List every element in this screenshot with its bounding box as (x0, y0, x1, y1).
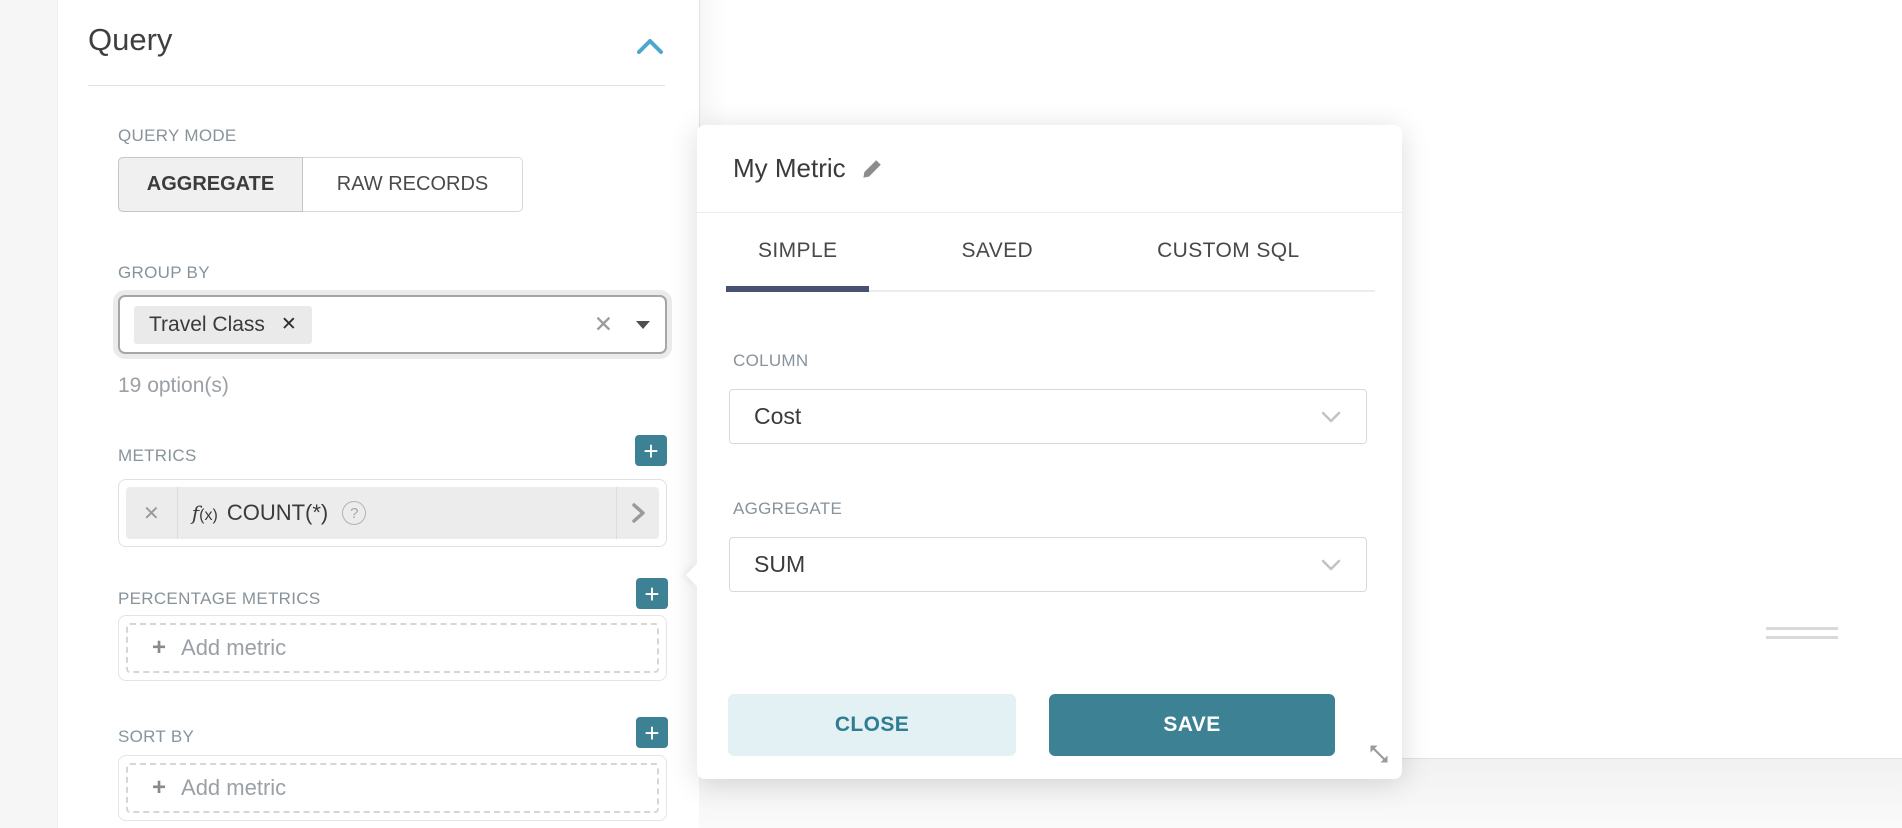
chevron-down-icon (1320, 410, 1342, 424)
plus-icon: + (152, 634, 167, 661)
pill-divider (616, 487, 617, 539)
tab-saved[interactable]: SAVED (961, 239, 1034, 262)
drag-handle-bar (1766, 627, 1838, 630)
aggregate-select-value: SUM (754, 551, 806, 577)
group-by-select[interactable]: Travel Class ✕ ✕ (118, 295, 667, 354)
clear-all-icon[interactable]: ✕ (593, 311, 613, 337)
remove-metric-icon[interactable]: ✕ (143, 502, 160, 525)
options-count-text: 19 option(s) (118, 374, 229, 397)
group-by-label: GROUP BY (118, 263, 210, 282)
aggregate-label: AGGREGATE (733, 499, 843, 518)
close-button[interactable]: CLOSE (728, 694, 1016, 756)
resize-drag-handle[interactable] (1766, 627, 1838, 640)
query-mode-toggle: AGGREGATE RAW RECORDS (118, 157, 523, 212)
add-metric-placeholder: Add metric (181, 775, 287, 800)
metrics-container: ✕ f(x) COUNT(*) ? (118, 479, 667, 547)
section-divider (88, 85, 665, 86)
resize-icon[interactable] (1367, 742, 1391, 766)
metrics-label: METRICS (118, 446, 197, 465)
percentage-metrics-label: PERCENTAGE METRICS (118, 589, 321, 608)
plus-icon: + (152, 774, 167, 801)
add-metric-button[interactable]: + (635, 435, 667, 466)
drag-handle-bar (1766, 636, 1838, 639)
popover-header: My Metric (697, 125, 1402, 213)
chevron-right-icon[interactable] (617, 501, 659, 525)
chevron-down-icon (1320, 558, 1342, 572)
tab-simple[interactable]: SIMPLE (726, 239, 870, 292)
collapsed-datasource-panel[interactable] (0, 0, 58, 828)
query-controls-panel (58, 0, 699, 828)
pencil-icon[interactable] (860, 157, 884, 181)
query-mode-aggregate-button[interactable]: AGGREGATE (118, 157, 303, 212)
percentage-metrics-container: + Add metric (118, 615, 667, 681)
add-metric-placeholder: Add metric (181, 635, 287, 660)
remove-tag-icon[interactable]: ✕ (280, 314, 297, 335)
add-sort-metric-button[interactable]: + (636, 717, 668, 748)
add-percentage-metric-button[interactable]: + (636, 578, 668, 609)
column-select[interactable]: Cost (729, 389, 1367, 444)
help-icon[interactable]: ? (342, 501, 367, 525)
caret-down-icon[interactable] (635, 320, 651, 330)
save-button[interactable]: SAVE (1049, 694, 1335, 756)
metric-edit-popover: My Metric SIMPLE SAVED CUSTOM SQL COLUMN… (685, 125, 1402, 779)
aggregate-select[interactable]: SUM (729, 537, 1367, 592)
group-by-tag-label: Travel Class (149, 312, 265, 336)
function-icon: f(x) (191, 501, 218, 525)
query-section-title: Query (88, 22, 173, 57)
metric-name-title: My Metric (733, 153, 846, 183)
chevron-up-icon (637, 39, 663, 54)
add-percentage-metric-dropzone[interactable]: + Add metric (126, 623, 659, 673)
metric-type-tabs: SIMPLE SAVED CUSTOM SQL (726, 239, 1375, 292)
metric-pill[interactable]: ✕ f(x) COUNT(*) ? (126, 487, 659, 539)
column-label: COLUMN (733, 351, 809, 370)
query-mode-raw-records-button[interactable]: RAW RECORDS (336, 173, 489, 195)
column-select-value: Cost (754, 403, 802, 429)
pill-divider (176, 487, 178, 539)
sort-by-label: SORT BY (118, 727, 195, 746)
group-by-controls: ✕ (594, 313, 651, 336)
collapse-section-button[interactable] (634, 32, 666, 62)
query-mode-label: QUERY MODE (118, 126, 237, 145)
add-sort-metric-dropzone[interactable]: + Add metric (126, 763, 659, 813)
metric-expression: COUNT(*) (226, 500, 329, 525)
group-by-tag: Travel Class ✕ (134, 305, 312, 344)
tab-custom-sql[interactable]: CUSTOM SQL (1157, 239, 1300, 262)
sort-by-container: + Add metric (118, 755, 667, 821)
